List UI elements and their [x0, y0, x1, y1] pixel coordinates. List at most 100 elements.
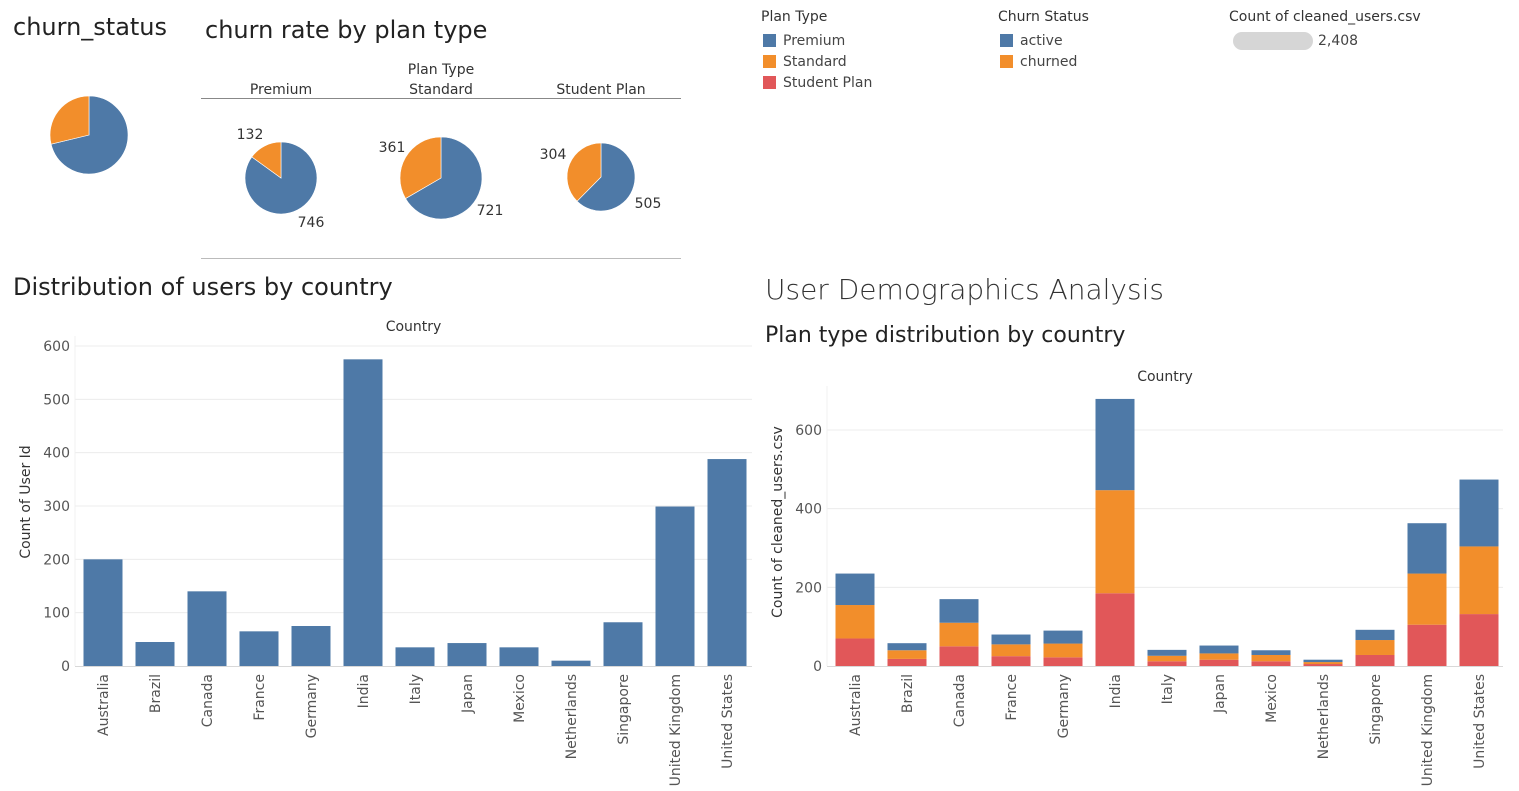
legend-item-premium[interactable]: Premium [763, 30, 872, 51]
plan-type-column-header: Plan Type [408, 62, 474, 78]
plan-standard-slice-churned [399, 136, 442, 199]
country-bars-y-tick: 300 [43, 499, 70, 515]
plan-country-bars-bar-united-kingdom-premium [1407, 523, 1447, 574]
plan-country-bars-bar-france-standard [991, 644, 1031, 657]
churn-status-legend-title: Churn Status [998, 9, 1089, 25]
plan-country-bars-bar-france-student-plan [991, 656, 1031, 666]
plan-country-bars-bar-france-premium [991, 634, 1031, 645]
plan-country-bars-x-tick-canada: Canada [952, 674, 968, 727]
country-bars-bar-australia [83, 559, 123, 666]
data-label-active-standard: 721 [477, 203, 504, 219]
country-bars-bar-germany [291, 626, 331, 666]
country-bars-bar-india [343, 359, 383, 666]
churn-status-title: churn_status [13, 13, 168, 41]
plan-country-bars-bar-canada-standard [939, 622, 979, 647]
legend-item-standard[interactable]: Standard [763, 51, 872, 72]
country-bars-x-tick-india: India [356, 674, 372, 708]
plan-country-bars-x-tick-united-states: United States [1472, 674, 1488, 769]
distribution-title: Distribution of users by country [13, 273, 393, 301]
plan-country-bars-bar-germany-student-plan [1043, 657, 1083, 666]
count-legend-row: 2,408 [1229, 30, 1421, 51]
count-legend: Count of cleaned_users.csv 2,408 [1229, 9, 1421, 51]
plan-country-bars-bar-singapore-standard [1355, 640, 1395, 655]
plan-country-bars-bar-germany-standard [1043, 643, 1083, 658]
country-bars-bar-italy [395, 647, 435, 666]
plan-country-bars-bar-india-premium [1095, 398, 1135, 491]
plan-country-bars-bar-brazil-student-plan [887, 658, 927, 666]
legend-label: Student Plan [783, 74, 873, 91]
count-legend-title: Count of cleaned_users.csv [1229, 9, 1421, 25]
plan-country-bars-bar-united-kingdom-student-plan [1407, 624, 1447, 666]
plan-type-legend[interactable]: Plan Type Premium Standard Student Plan [761, 9, 872, 93]
plan-country-bars-bar-canada-student-plan [939, 646, 979, 666]
premium-swatch [763, 34, 776, 47]
country-bars-x-tick-france: France [252, 674, 268, 721]
country-bars-x-tick-germany: Germany [304, 674, 320, 738]
plan-country-bars-bar-canada-premium [939, 599, 979, 623]
student-plan-swatch [763, 76, 776, 89]
country-bars-y-axis-label: Count of User Id [18, 445, 34, 558]
plan-country-bars-bar-brazil-standard [887, 650, 927, 659]
plan-country-bars-y-tick: 600 [795, 423, 822, 439]
country-bars-x-tick-japan: Japan [460, 674, 476, 714]
legend-label: churned [1020, 53, 1078, 70]
panel-header-student-plan: Student Plan [556, 82, 645, 98]
country-bars-x-tick-singapore: Singapore [616, 674, 632, 745]
standard-swatch [763, 55, 776, 68]
data-label-active-student-plan: 505 [635, 196, 662, 212]
plan-country-bars-bar-netherlands-student-plan [1303, 664, 1343, 666]
plan-country-bars-bar-united-states-standard [1459, 546, 1499, 615]
plan-country-bars-bar-australia-premium [835, 573, 875, 606]
country-bars-y-tick: 400 [43, 446, 70, 462]
legend-label: Standard [783, 53, 847, 70]
plan-country-bars-x-tick-united-kingdom: United Kingdom [1420, 674, 1436, 786]
plan-country-bars-bar-singapore-student-plan [1355, 654, 1395, 666]
plan-country-bars-bar-japan-student-plan [1199, 659, 1239, 666]
plan-distribution-title: Plan type distribution by country [765, 323, 1126, 348]
data-label-churned-standard: 361 [379, 140, 406, 156]
dashboard-title: User Demographics Analysis [765, 273, 1164, 306]
country-bars-x-tick-australia: Australia [96, 674, 112, 736]
plan-country-bars-bar-india-standard [1095, 490, 1135, 594]
plan-country-bars-x-tick-italy: Italy [1160, 674, 1176, 704]
country-bars-bar-united-states [707, 459, 747, 666]
plan-country-bars-y-tick: 200 [795, 580, 822, 596]
plan-country-bars-bar-mexico-student-plan [1251, 661, 1291, 666]
country-bars-x-tick-united-states: United States [720, 674, 736, 769]
plan-standard-slice-active [405, 136, 483, 220]
country-bars-bar-mexico [499, 647, 539, 666]
plan-country-bars-x-tick-singapore: Singapore [1368, 674, 1384, 745]
plan-country-bars-bar-mexico-standard [1251, 654, 1291, 662]
plan-country-bars-bar-germany-premium [1043, 630, 1083, 644]
plan-country-bars-bar-japan-premium [1199, 645, 1239, 654]
plan-country-bars-bar-singapore-premium [1355, 629, 1395, 641]
country-bars-x-tick-brazil: Brazil [148, 674, 164, 713]
country-bars-x-tick-canada: Canada [200, 674, 216, 727]
country-bars-y-tick: 100 [43, 606, 70, 622]
plan-country-bars-y-tick: 400 [795, 502, 822, 518]
plan-student-plan-slice-churned [566, 142, 602, 202]
panel-header-premium: Premium [250, 82, 312, 98]
plan-country-bars-bar-united-states-premium [1459, 479, 1499, 547]
legend-label: Premium [783, 32, 846, 49]
country-bars-bar-japan [447, 643, 487, 666]
plan-country-bars-bar-united-kingdom-standard [1407, 573, 1447, 625]
count-pill [1233, 31, 1313, 50]
plan-country-bars-bar-mexico-premium [1251, 650, 1291, 655]
data-label-churned-premium: 132 [237, 127, 264, 143]
plan-country-bars-bar-italy-premium [1147, 649, 1187, 656]
data-label-churned-student-plan: 304 [540, 147, 567, 163]
plan-student-plan-slice-active [576, 142, 636, 212]
legend-item-churned[interactable]: churned [1000, 51, 1089, 72]
plan-type-legend-title: Plan Type [761, 9, 828, 25]
plan-country-bars-x-tick-germany: Germany [1056, 674, 1072, 738]
plan-country-bars-bar-italy-standard [1147, 655, 1187, 662]
legend-item-student-plan[interactable]: Student Plan [763, 72, 872, 93]
country-bars-x-tick-italy: Italy [408, 674, 424, 704]
active-swatch [1000, 34, 1013, 47]
plan-country-bars-y-tick: 0 [813, 659, 822, 675]
churn-status-legend[interactable]: Churn Status active churned [998, 9, 1089, 72]
legend-item-active[interactable]: active [1000, 30, 1089, 51]
churned-swatch [1000, 55, 1013, 68]
